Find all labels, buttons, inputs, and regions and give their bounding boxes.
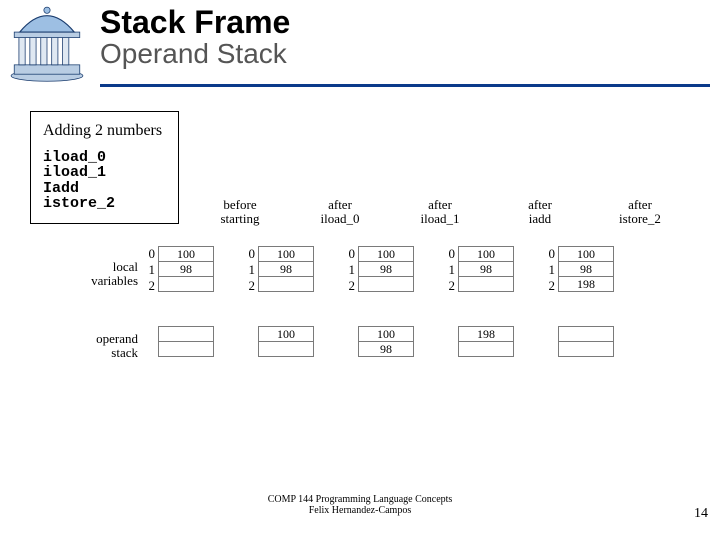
lv-cell: 100 <box>558 246 614 262</box>
op-unit <box>142 326 242 357</box>
page-number: 14 <box>694 506 708 522</box>
lv-index: 2 <box>542 278 558 294</box>
footer: COMP 144 Programming Language Concepts F… <box>0 494 720 516</box>
lv-index: 0 <box>542 246 558 262</box>
code-box: Adding 2 numbers iload_0 iload_1 Iadd is… <box>30 111 179 224</box>
lv-index: 1 <box>242 262 258 278</box>
op-cell: 100 <box>258 326 314 342</box>
lv-index: 2 <box>342 278 358 294</box>
lv-index: 0 <box>142 246 158 262</box>
lv-index: 1 <box>542 262 558 278</box>
lv-index: 1 <box>142 262 158 278</box>
lv-cell: 100 <box>158 246 214 262</box>
lv-index: 0 <box>342 246 358 262</box>
op-unit: 100 <box>242 326 342 357</box>
lv-cell <box>158 276 214 292</box>
lv-index: 1 <box>442 262 458 278</box>
step-label: afteriload_0 <box>290 198 390 227</box>
lv-unit: 0 1 2 100 98 <box>242 246 342 294</box>
header-rule <box>100 84 710 87</box>
op-cell <box>458 341 514 357</box>
lv-cell: 198 <box>558 276 614 292</box>
lv-index: 1 <box>342 262 358 278</box>
lv-cell: 100 <box>458 246 514 262</box>
lv-unit: 0 1 2 100 98 <box>342 246 442 294</box>
step-label: afteriadd <box>490 198 590 227</box>
code-caption: Adding 2 numbers <box>43 122 162 140</box>
code-lines: iload_0 iload_1 Iadd istore_2 <box>43 150 162 211</box>
op-cell <box>158 341 214 357</box>
step-label: beforestarting <box>190 198 290 227</box>
op-cell <box>558 326 614 342</box>
lv-cell: 98 <box>558 261 614 277</box>
lv-index: 2 <box>242 278 258 294</box>
page-subtitle: Operand Stack <box>100 39 290 68</box>
lv-index: 2 <box>142 278 158 294</box>
lv-cell: 98 <box>258 261 314 277</box>
lv-unit: 0 1 2 100 98 <box>442 246 542 294</box>
lv-unit: 0 1 2 100 98 198 <box>542 246 642 294</box>
operand-stack-label: operand stack <box>68 332 138 361</box>
lv-cell <box>458 276 514 292</box>
op-unit: 198 <box>442 326 542 357</box>
op-unit <box>542 326 642 357</box>
lv-cell: 100 <box>258 246 314 262</box>
op-cell <box>158 326 214 342</box>
step-label: afteristore_2 <box>590 198 690 227</box>
operand-stack-row: 100 100 98 198 <box>142 326 642 357</box>
lv-cell <box>258 276 314 292</box>
page-title: Stack Frame <box>100 6 290 39</box>
op-unit: 100 98 <box>342 326 442 357</box>
op-cell <box>558 341 614 357</box>
step-label: afteriload_1 <box>390 198 490 227</box>
lv-unit: 0 1 2 100 98 <box>142 246 242 294</box>
logo-well <box>6 4 88 82</box>
local-variables-row: 0 1 2 100 98 0 1 2 100 98 <box>142 246 642 294</box>
lv-cell: 100 <box>358 246 414 262</box>
op-cell: 198 <box>458 326 514 342</box>
op-cell <box>258 341 314 357</box>
lv-index: 2 <box>442 278 458 294</box>
lv-index: 0 <box>242 246 258 262</box>
op-cell: 98 <box>358 341 414 357</box>
lv-cell: 98 <box>158 261 214 277</box>
lv-cell: 98 <box>458 261 514 277</box>
lv-index: 0 <box>442 246 458 262</box>
step-labels-row: beforestarting afteriload_0 afteriload_1… <box>190 198 690 227</box>
lv-cell: 98 <box>358 261 414 277</box>
lv-cell <box>358 276 414 292</box>
local-variables-label: local variables <box>68 260 138 289</box>
op-cell: 100 <box>358 326 414 342</box>
